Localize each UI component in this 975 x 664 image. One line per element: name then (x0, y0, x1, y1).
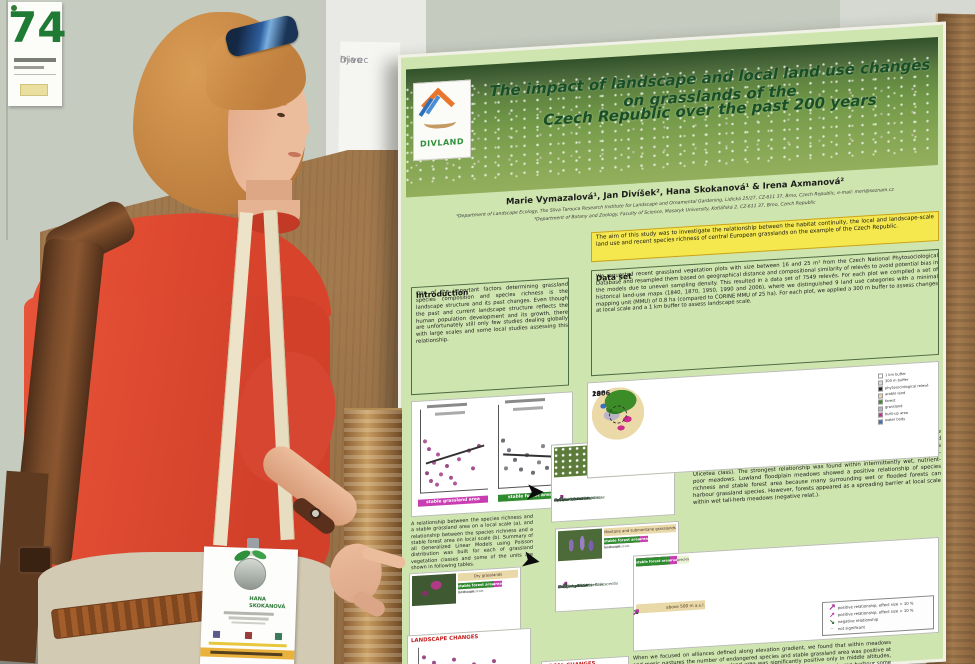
trend-line (425, 444, 485, 465)
sign-sticker (20, 84, 48, 96)
map-circles-row: 18401870195019902006 (592, 372, 874, 475)
badge-divider (208, 641, 287, 648)
knap-photo (412, 573, 456, 607)
local-changes-chart: LOCAL CHANGES (541, 655, 629, 664)
logo-arc-icon (424, 115, 456, 130)
sign-logo-icon (11, 5, 17, 11)
badge-sponsor-logo (244, 631, 253, 640)
plot-title-bar (427, 402, 467, 409)
black-arrow-icon: ➤ (524, 477, 547, 506)
chart-axes (418, 641, 526, 664)
plot-subtitle-bar (513, 406, 543, 411)
frame-ornament (344, 410, 402, 664)
badge-emblem (233, 557, 267, 591)
plot-title-bar (505, 398, 545, 404)
table-title-band: Montane and submontane grasslands (604, 523, 676, 537)
badge-name-line2: SKOKANOVÁ (248, 602, 286, 610)
plot-a-label: stable grassland area (418, 495, 488, 507)
logo-text: DIVLAND (420, 136, 464, 149)
arrow-legend: ↗ positive relationship, effect size > 10… (822, 595, 934, 637)
dataset-section: Data set We requested recent grassland v… (591, 248, 939, 377)
dataset-text: We requested recent grassland vegetation… (596, 252, 938, 315)
badge-sponsor-logo (274, 632, 283, 641)
scatter-plot-a (420, 402, 488, 494)
landscape-changes-chart: LANDSCAPE CHANGES (407, 627, 531, 664)
booth-number-sign: 74 (8, 2, 66, 106)
elevation-results-table: Species richnessstable grassland areasta… (632, 536, 939, 652)
table-title-band: Dry grasslands (458, 569, 518, 582)
person-nose (290, 118, 312, 139)
landscape-changes-label: LANDSCAPE CHANGES (411, 634, 479, 645)
lupine-photo (558, 528, 602, 562)
badge-sponsor-logo (212, 630, 221, 639)
map-year-label: 2006 (592, 389, 611, 399)
map-circle-item: 2006 (592, 385, 646, 442)
research-poster: DIVLAND The impact of landscape and loca… (398, 21, 946, 664)
badge-name: HANA SKOKANOVÁ (202, 594, 296, 610)
sign-divider (14, 74, 56, 75)
map-legend: 1 km buffer 300 m buffer phytosociological… (878, 370, 936, 426)
introduction-section: Introduction One of the important factor… (411, 277, 569, 396)
sign-text-bar (14, 58, 56, 62)
badge-text-bar (223, 611, 274, 616)
sign-text-bar (14, 66, 44, 69)
introduction-text: One of the important factors determining… (416, 281, 568, 346)
conference-badge: HANA SKOKANOVÁ (199, 546, 299, 664)
plot-subtitle-bar (435, 410, 465, 416)
board-frame-edge (344, 408, 402, 664)
black-arrow-icon: ➤ (517, 544, 545, 576)
badge-text-bar (228, 616, 269, 621)
booth-number: 74 (8, 3, 67, 52)
divland-logo: DIVLAND (413, 79, 471, 162)
scatter-points (423, 439, 427, 444)
wall-corner-line (6, 0, 8, 240)
scatter-points (501, 438, 505, 443)
badge-text-bar (231, 621, 266, 625)
table-rows: Arrhenatherion elatioris ↗ ↗ – – Polygono-Tri… (554, 493, 605, 505)
figure-caption: A relationship between the species richn… (411, 513, 533, 572)
scatter-plots-figure: stable grassland area stable forest area (411, 391, 573, 518)
